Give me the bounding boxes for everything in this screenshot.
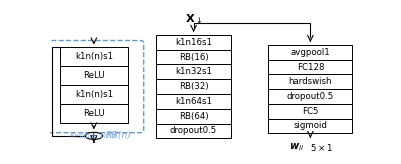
Text: dropout0.5: dropout0.5	[170, 126, 217, 135]
Text: k1n64s1: k1n64s1	[174, 97, 212, 106]
Text: FC5: FC5	[302, 107, 318, 116]
Text: ReLU: ReLU	[83, 71, 105, 80]
Text: k1n32s1: k1n32s1	[174, 67, 212, 76]
Bar	[267, 119, 352, 133]
Bar	[267, 89, 352, 104]
Text: $\boldsymbol{w}_{li}$: $\boldsymbol{w}_{li}$	[288, 142, 304, 153]
Bar	[267, 104, 352, 119]
Text: RB(n): RB(n)	[105, 131, 131, 140]
Text: k1n(n)s1: k1n(n)s1	[75, 52, 113, 62]
Text: hardswish: hardswish	[288, 77, 331, 86]
Bar	[59, 104, 128, 123]
Text: RB(16): RB(16)	[178, 52, 208, 62]
Text: RB(64): RB(64)	[178, 112, 208, 121]
Text: avgpool1: avgpool1	[290, 48, 330, 57]
Bar	[156, 124, 231, 138]
Text: $\mathbf{X}_{\downarrow}$: $\mathbf{X}_{\downarrow}$	[184, 13, 202, 26]
Bar	[59, 85, 128, 104]
Text: Residual block: Residual block	[70, 133, 117, 139]
Text: sigmoid: sigmoid	[293, 122, 326, 131]
Bar	[156, 94, 231, 109]
Bar	[156, 79, 231, 94]
Bar	[267, 60, 352, 74]
Text: dropout0.5: dropout0.5	[286, 92, 333, 101]
Text: FC128: FC128	[296, 62, 323, 72]
Text: RB(32): RB(32)	[178, 82, 208, 91]
Bar	[267, 45, 352, 60]
Text: k1n(n)s1: k1n(n)s1	[75, 90, 113, 99]
Bar	[59, 66, 128, 85]
Circle shape	[85, 132, 102, 139]
Bar	[59, 47, 128, 66]
Bar	[156, 109, 231, 124]
Bar	[156, 35, 231, 50]
Bar	[267, 74, 352, 89]
Text: k1n16s1: k1n16s1	[174, 38, 212, 47]
Text: +: +	[89, 131, 98, 141]
Bar	[156, 50, 231, 64]
Text: $5\times1$: $5\times1$	[310, 142, 332, 153]
Bar	[156, 64, 231, 79]
Text: ReLU: ReLU	[83, 109, 105, 118]
